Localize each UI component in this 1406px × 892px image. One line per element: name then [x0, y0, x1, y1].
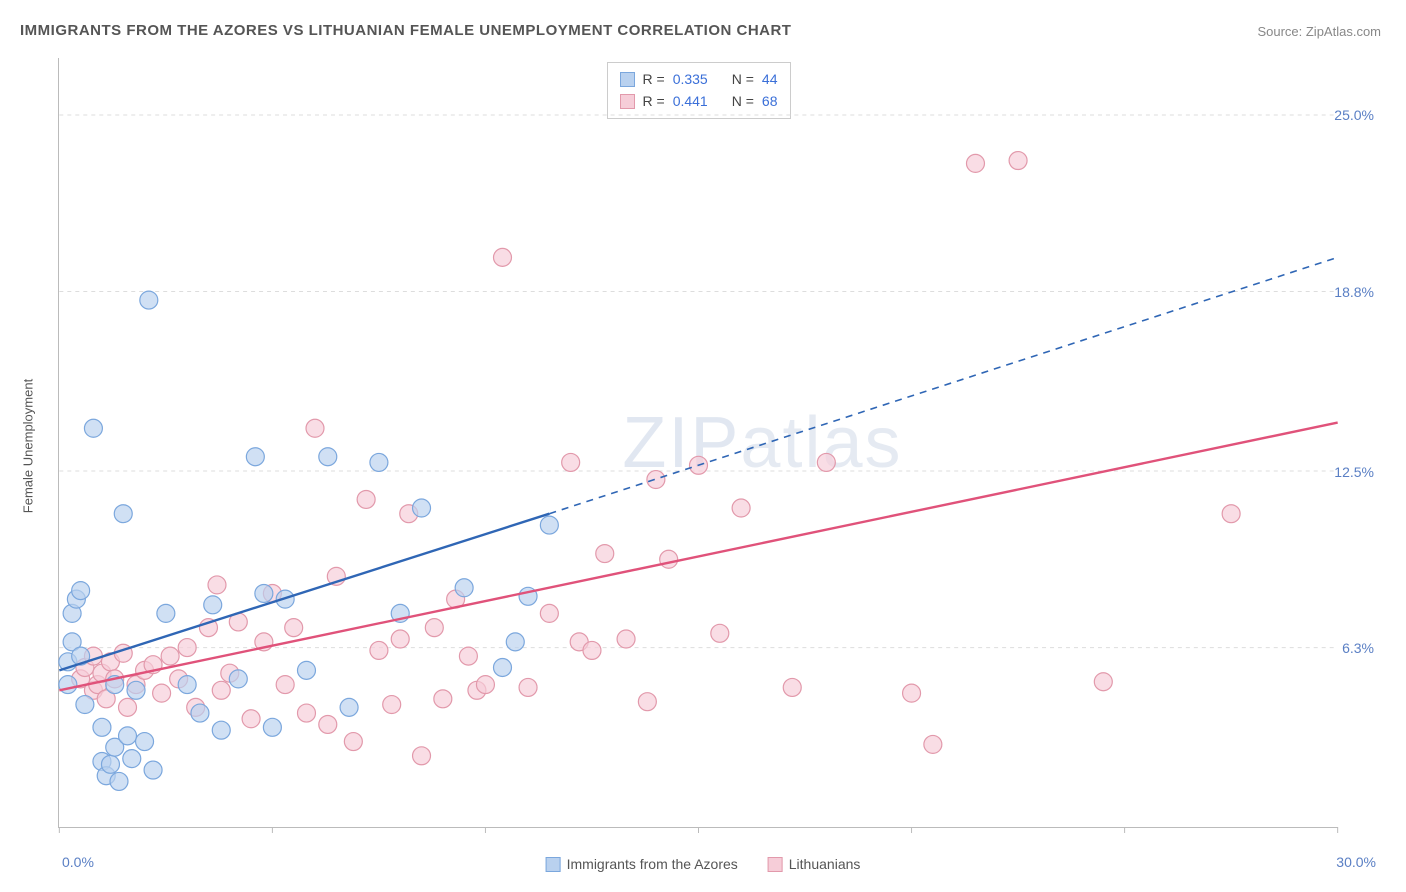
plot-area: ZIPatlas R = 0.335 N = 44 R = 0.441 N = … — [58, 58, 1338, 828]
legend-label-series-2: Lithuanians — [789, 856, 861, 872]
x-tick-max: 30.0% — [1336, 854, 1376, 870]
chart-source: Source: ZipAtlas.com — [1257, 24, 1381, 39]
legend-label-series-1: Immigrants from the Azores — [567, 856, 738, 872]
legend-swatch-series-1 — [546, 857, 561, 872]
chart-container: IMMIGRANTS FROM THE AZORES VS LITHUANIAN… — [10, 10, 1396, 882]
y-tick-label: 6.3% — [1342, 640, 1374, 656]
y-tick-label: 18.8% — [1334, 284, 1374, 300]
chart-title: IMMIGRANTS FROM THE AZORES VS LITHUANIAN… — [20, 22, 791, 39]
legend-item-series-2: Lithuanians — [768, 856, 861, 872]
legend-bottom: Immigrants from the Azores Lithuanians — [546, 856, 861, 872]
y-tick-label: 12.5% — [1334, 464, 1374, 480]
y-tick-label: 25.0% — [1334, 107, 1374, 123]
legend-item-series-1: Immigrants from the Azores — [546, 856, 738, 872]
y-axis-label: Female Unemployment — [21, 379, 36, 513]
plot-svg — [59, 58, 1338, 827]
x-tick-min: 0.0% — [62, 854, 94, 870]
legend-swatch-series-2 — [768, 857, 783, 872]
